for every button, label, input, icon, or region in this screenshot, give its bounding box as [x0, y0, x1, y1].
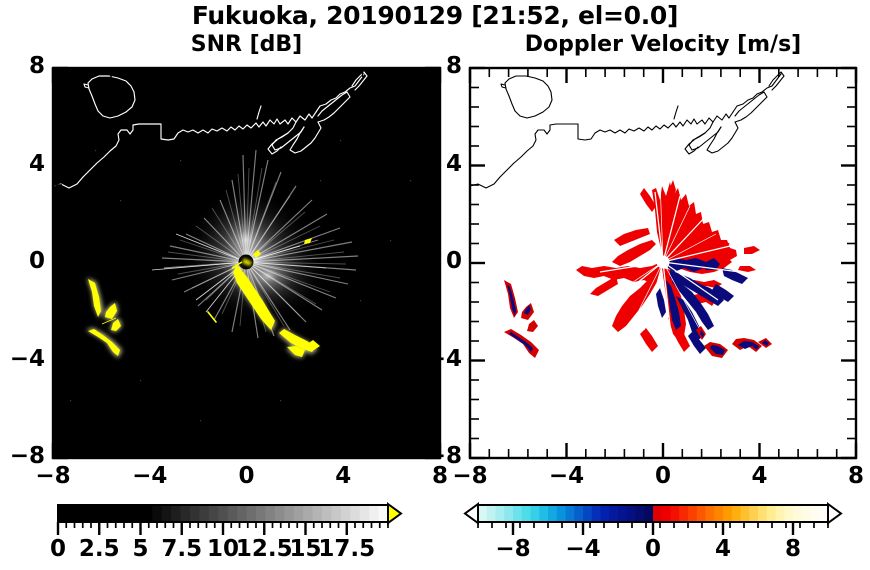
- doppler-spoke-gaps: [599, 191, 741, 345]
- doppler-xtick-label: −8: [452, 463, 488, 489]
- snr-ytick-label: −4: [9, 345, 45, 372]
- colorbar-tick-label: 15: [289, 536, 322, 562]
- doppler-negative-region: [656, 258, 748, 354]
- colorbar-tick-label: 12.5: [235, 536, 293, 562]
- colorbar-tick-label: 7.5: [161, 536, 203, 562]
- snr-coastline: [53, 71, 368, 189]
- doppler-clutter-southeast: [696, 326, 772, 358]
- snr-ytick-label: 0: [28, 248, 45, 274]
- doppler-clutter-west: [504, 280, 539, 358]
- snr-clutter-southeast: [207, 238, 320, 358]
- colorbar-tick-label: −4: [565, 536, 601, 562]
- doppler-xtick-label: 0: [654, 463, 671, 489]
- doppler-spoke-gaps-fine: [623, 179, 717, 331]
- colorbar-tick-label: 5: [132, 536, 149, 562]
- colorbar-tick-label: 8: [784, 536, 801, 562]
- snr-ytick-label: 8: [28, 53, 45, 79]
- snr-noise-speckle: [70, 140, 412, 422]
- doppler-xtick-label: 4: [751, 463, 768, 489]
- colorbar-tick-label: −8: [495, 536, 531, 562]
- figure-suptitle: Fukuoka, 20190129 [21:52, el=0.0]: [191, 1, 679, 30]
- doppler-axes-frame: [468, 66, 858, 460]
- doppler-ytick-label: −4: [426, 345, 462, 372]
- colorbar-tick-label: 10: [206, 536, 239, 562]
- snr-xtick-label: 4: [335, 463, 352, 489]
- doppler-xtick-label: 8: [847, 463, 864, 489]
- panel-title-snr: SNR [dB]: [190, 32, 303, 57]
- colorbar-tick-label: 0: [49, 536, 66, 562]
- doppler-data-layer: [470, 71, 785, 358]
- panel-title-doppler: Doppler Velocity [m/s]: [524, 32, 802, 57]
- snr-xtick-label: −8: [35, 463, 71, 489]
- doppler-ytick-label: 4: [445, 150, 462, 177]
- doppler-ytick-label: 8: [445, 53, 462, 79]
- colorbar-tick-label: 0: [644, 536, 661, 562]
- snr-ytick-label: −8: [9, 443, 45, 469]
- doppler-coastline: [470, 71, 785, 189]
- snr-axes-frame: [51, 66, 442, 460]
- snr-xtick-label: 0: [238, 463, 255, 489]
- snr-radial-spokes: [151, 149, 359, 339]
- colorbar-tick-label: 2.5: [78, 536, 120, 562]
- doppler-ytick-label: 0: [445, 248, 462, 274]
- doppler-ytick-label: −8: [426, 443, 462, 469]
- snr-ytick-label: 4: [28, 150, 45, 177]
- doppler-xtick-label: −4: [548, 463, 585, 489]
- colorbar-tick-label: 4: [714, 536, 731, 562]
- colorbar-tick-label: 17.5: [318, 536, 376, 562]
- snr-data-layer: [53, 71, 412, 422]
- snr-xtick-label: −4: [132, 463, 168, 489]
- snr-xtick-label: 8: [431, 463, 448, 489]
- snr-clutter-west: [86, 278, 122, 358]
